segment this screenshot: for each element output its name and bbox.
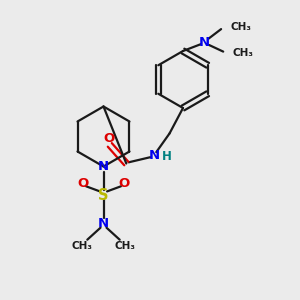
Text: N: N: [98, 217, 109, 230]
Text: N: N: [98, 160, 109, 173]
Text: CH₃: CH₃: [232, 48, 253, 58]
Text: H: H: [162, 150, 171, 163]
Text: O: O: [118, 177, 130, 190]
Text: S: S: [98, 188, 109, 202]
Text: N: N: [199, 36, 210, 49]
Text: N: N: [148, 148, 160, 162]
Text: CH₃: CH₃: [231, 22, 252, 32]
Text: O: O: [77, 177, 89, 190]
Text: CH₃: CH₃: [71, 241, 92, 251]
Text: O: O: [103, 132, 115, 145]
Text: CH₃: CH₃: [115, 241, 136, 251]
